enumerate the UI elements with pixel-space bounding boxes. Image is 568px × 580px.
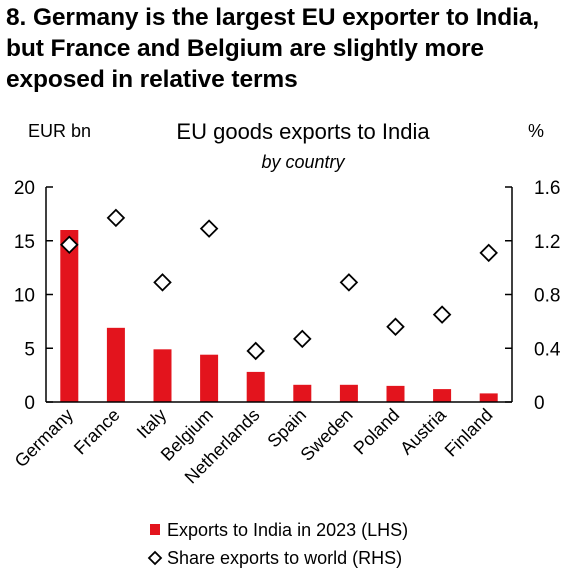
left-axis: 0 5 10 15 20 xyxy=(14,178,53,414)
right-axis: 0 0.4 0.8 1.2 1.6 xyxy=(505,178,561,414)
headline: 8. Germany is the largest EU exporter to… xyxy=(6,4,540,93)
left-tick-label: 15 xyxy=(14,232,35,253)
bar-germany xyxy=(60,230,79,402)
legend: Exports to India in 2023 (LHS) Share exp… xyxy=(147,520,408,568)
left-axis-unit: EUR bn xyxy=(28,121,91,141)
category-label-france: France xyxy=(70,405,124,459)
marker-finland xyxy=(479,243,498,263)
category-label-sweden: Sweden xyxy=(297,405,357,465)
category-label-poland: Poland xyxy=(350,405,404,459)
category-label-finland: Finland xyxy=(441,405,497,461)
chart-title: EU goods exports to India xyxy=(176,119,430,144)
marker-italy xyxy=(153,273,172,292)
left-tick-label: 0 xyxy=(24,393,35,414)
right-axis-unit: % xyxy=(528,121,544,141)
bar-sweden xyxy=(339,384,358,402)
legend-bar-swatch xyxy=(150,524,160,535)
right-tick-label: 0.4 xyxy=(534,339,561,360)
marker-austria xyxy=(432,305,452,324)
left-tick-label: 5 xyxy=(24,339,35,360)
left-tick-label: 10 xyxy=(14,286,35,307)
category-label-germany: Germany xyxy=(11,405,77,471)
marker-netherlands xyxy=(246,341,265,361)
bar-france xyxy=(106,327,125,402)
bar-series xyxy=(60,230,498,402)
marker-france xyxy=(106,208,126,228)
marker-sweden xyxy=(339,273,359,292)
chart-subtitle: by country xyxy=(261,152,345,172)
marker-germany xyxy=(60,235,79,255)
marker-spain xyxy=(293,329,312,349)
diamond-series xyxy=(60,208,498,361)
legend-bar-label: Exports to India in 2023 (LHS) xyxy=(167,520,408,540)
category-label-austria: Austria xyxy=(396,404,450,458)
right-tick-label: 0 xyxy=(534,393,545,414)
bar-netherlands xyxy=(246,371,265,402)
left-tick-label: 20 xyxy=(14,178,35,199)
bar-poland xyxy=(386,385,405,402)
bar-italy xyxy=(153,349,172,402)
category-label-italy: Italy xyxy=(133,405,170,442)
bar-finland xyxy=(479,393,498,402)
legend-diamond-swatch xyxy=(147,550,163,566)
bar-austria xyxy=(433,389,452,402)
marker-belgium xyxy=(199,219,219,238)
right-tick-label: 1.2 xyxy=(534,232,560,253)
right-tick-label: 1.6 xyxy=(534,178,560,199)
right-tick-label: 0.8 xyxy=(534,286,560,307)
legend-diamond-label: Share exports to world (RHS) xyxy=(167,548,402,568)
bar-belgium xyxy=(200,354,219,402)
marker-poland xyxy=(386,317,405,337)
bar-spain xyxy=(293,384,312,402)
